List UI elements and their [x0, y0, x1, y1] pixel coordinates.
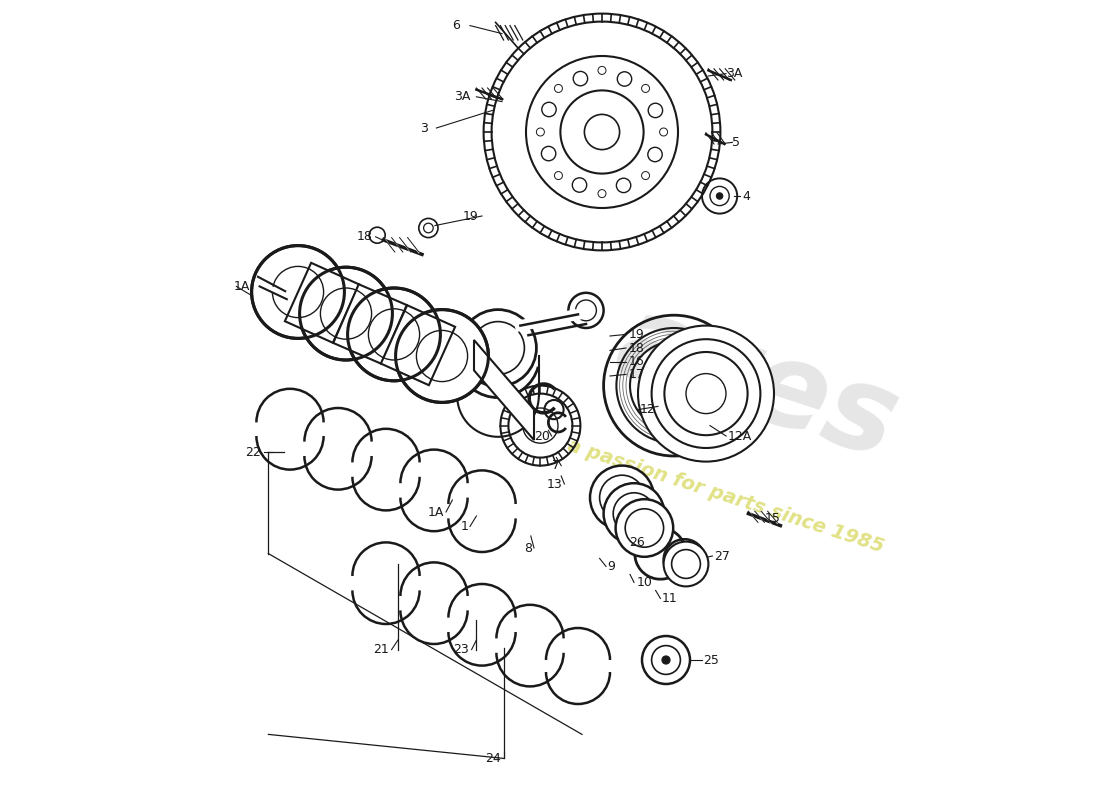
Text: a passion for parts since 1985: a passion for parts since 1985 — [565, 436, 887, 556]
Text: 18: 18 — [628, 342, 645, 354]
Text: 17: 17 — [628, 368, 645, 381]
Circle shape — [716, 193, 723, 199]
Text: 15: 15 — [764, 512, 780, 525]
Text: 9: 9 — [607, 560, 616, 573]
Text: 1A: 1A — [234, 280, 251, 293]
Circle shape — [396, 310, 488, 402]
Text: 3: 3 — [420, 122, 428, 134]
Text: 18: 18 — [356, 230, 373, 242]
Text: ares: ares — [603, 285, 913, 483]
Text: 1: 1 — [461, 520, 469, 533]
Circle shape — [642, 636, 690, 684]
Circle shape — [252, 246, 344, 338]
Text: 20: 20 — [535, 430, 550, 442]
Circle shape — [638, 326, 774, 462]
Text: 21: 21 — [373, 643, 388, 656]
Circle shape — [604, 483, 664, 544]
Text: 1A: 1A — [428, 506, 444, 518]
Text: 3A: 3A — [453, 90, 470, 102]
Circle shape — [616, 499, 673, 557]
Polygon shape — [333, 284, 407, 364]
Circle shape — [348, 288, 440, 381]
Text: 25: 25 — [704, 654, 719, 666]
Text: 26: 26 — [629, 536, 645, 549]
Text: 24: 24 — [485, 752, 501, 765]
Polygon shape — [381, 306, 455, 385]
Text: 19: 19 — [628, 328, 645, 341]
Text: 13: 13 — [547, 478, 562, 490]
Text: 11: 11 — [662, 592, 678, 605]
Circle shape — [662, 656, 670, 664]
Text: 8: 8 — [525, 542, 532, 554]
Text: 19: 19 — [462, 210, 478, 222]
Circle shape — [590, 466, 654, 530]
Text: 12A: 12A — [727, 430, 752, 442]
Polygon shape — [285, 263, 359, 342]
Text: 12: 12 — [639, 403, 656, 416]
Circle shape — [299, 267, 393, 360]
Text: 22: 22 — [244, 446, 261, 458]
Polygon shape — [474, 340, 534, 440]
Text: 5: 5 — [733, 136, 740, 149]
Text: 10: 10 — [637, 576, 652, 589]
Text: 3A: 3A — [726, 67, 742, 80]
Text: 16: 16 — [628, 355, 645, 368]
Text: 4: 4 — [742, 190, 750, 202]
Text: 6: 6 — [452, 19, 461, 32]
Text: 7: 7 — [551, 459, 560, 472]
Text: 23: 23 — [453, 643, 469, 656]
Circle shape — [663, 542, 708, 586]
Text: 27: 27 — [714, 550, 730, 562]
